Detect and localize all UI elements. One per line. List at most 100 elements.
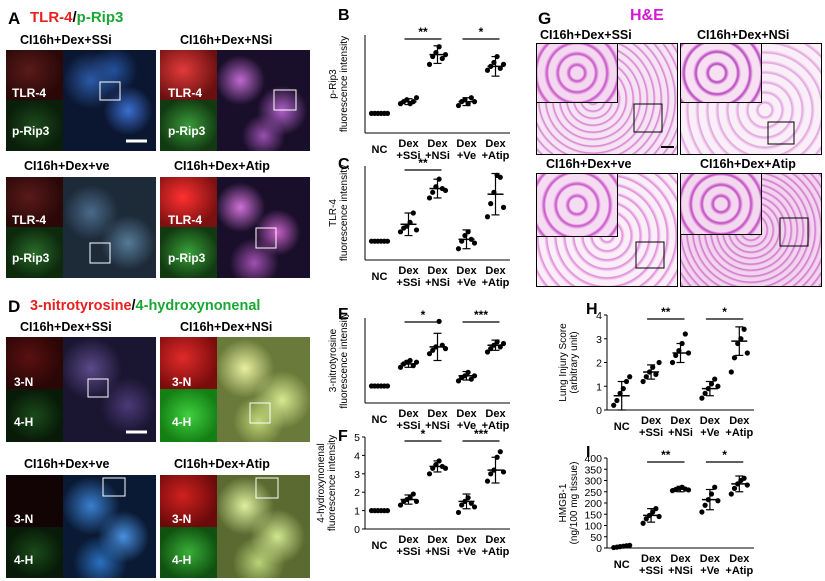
chart-h-data-point <box>699 395 705 401</box>
panel-a-condition-4: CI16h+Dex+Atip <box>174 159 270 173</box>
chart-c-category-label: +SSi <box>396 277 420 289</box>
chart-b-data-point <box>488 63 494 69</box>
chart-h-data-point <box>611 402 617 408</box>
chart-f-category-label: +Atip <box>482 546 510 558</box>
chart-i-data-point <box>731 485 738 491</box>
zoom-box <box>635 241 665 269</box>
chart-e-category-label: +Ve <box>457 420 476 432</box>
chart-h-data-point <box>673 352 679 358</box>
chart-h-y-axis-label: Lung Injury Score <box>558 323 569 402</box>
chart-i-data-point <box>643 516 649 522</box>
micro-green-channel <box>6 389 63 442</box>
chart-f-data-point <box>397 502 404 508</box>
chart-i-y-tick-label: 350 <box>584 464 602 476</box>
chart-e-data-point <box>384 383 391 389</box>
chart-e-data-point <box>468 376 474 382</box>
chart-f-data-point <box>484 478 491 484</box>
chart-h-y-axis-label: (arbitrary unit) <box>569 331 580 393</box>
chart-b-data-point <box>494 53 500 60</box>
chart-f-data-point <box>491 467 497 473</box>
chart-b-data-point <box>455 102 462 109</box>
chart-f-significance-label: * <box>421 427 426 441</box>
micro-green-channel <box>160 527 217 578</box>
chart-c-data-point <box>455 246 462 252</box>
chart-h-data-point <box>685 350 692 356</box>
chart-b-data-point <box>462 97 468 103</box>
channel-label-bottom: 4-H <box>14 415 34 429</box>
chart-b-significance-label: * <box>479 25 484 39</box>
channel-label-top: 3-N <box>172 512 192 526</box>
chart-i-data-point <box>685 487 692 493</box>
chart-b-category-label: Dex <box>398 138 419 150</box>
chart-e-data-point <box>433 344 439 350</box>
chart-c-y-axis-label: fluorescence intensity <box>339 165 350 261</box>
chart-f-significance-label: *** <box>474 427 488 441</box>
channel-label-top: 3-N <box>14 512 34 526</box>
chart-f-y-tick-label: 3 <box>354 469 360 481</box>
chart-e-data-point <box>491 342 497 348</box>
chart-e-data-point <box>442 346 449 352</box>
chart-e-category-label: +Atip <box>482 420 510 432</box>
chart-i-y-tick-label: 250 <box>584 487 602 499</box>
chart-h-data-point <box>738 336 744 342</box>
chart-b-data-point <box>491 59 497 66</box>
channel-label-top: 3-N <box>14 375 34 389</box>
he-inset <box>680 173 762 235</box>
chart-f-data-point <box>471 504 478 510</box>
panel-g-title: H&E <box>630 7 664 24</box>
chart-b-data-point <box>468 95 474 101</box>
chart-h-category-label: +SSi <box>639 427 663 439</box>
chart-f-data-point <box>465 495 471 501</box>
panel-a-condition-2: CI16h+Dex+NSi <box>180 33 273 47</box>
chart-h-y-tick-label: 4 <box>596 310 602 322</box>
micro-merged-image <box>63 337 156 442</box>
chart-b-data-point <box>471 99 478 105</box>
channel-label-bottom: 4-H <box>14 553 34 567</box>
chart-b-data-point <box>384 110 391 116</box>
chart-e-data-point <box>439 342 445 348</box>
chart-i-data-point <box>656 513 662 520</box>
chart-e-data-point <box>471 373 478 379</box>
chart-i-data-point <box>715 498 721 504</box>
chart-f-data-point <box>455 509 462 516</box>
channel-label-top: TLR-4 <box>12 213 46 227</box>
chart-f-data-point <box>459 502 465 508</box>
chart-e-significance-label: *** <box>474 308 488 322</box>
chart-f-y-tick-label: 4 <box>354 450 360 462</box>
panel-d-title-sep: / <box>131 298 136 314</box>
chart-b-data-point <box>436 44 442 50</box>
chart-c-letter: C <box>338 156 350 173</box>
chart-e-data-point <box>500 340 507 347</box>
chart-c-data-point <box>404 223 410 229</box>
chart-i-y-tick-label: 150 <box>584 509 602 521</box>
chart-e-data-point <box>410 363 416 369</box>
chart-c-category-label: Dex <box>485 265 506 277</box>
chart-h-data-point <box>744 350 750 356</box>
chart-h-data-point <box>708 381 715 387</box>
chart-h-data-point <box>653 371 659 377</box>
chart-b-data-point <box>500 61 507 67</box>
micro-red-channel <box>6 177 63 227</box>
chart-i-y-tick-label: 100 <box>584 521 602 533</box>
micro-green-channel <box>6 227 63 278</box>
chart-c-category-label: Dex <box>456 265 477 277</box>
chart-f-y-tick-label: 0 <box>354 524 360 536</box>
chart-i-data-point <box>735 481 741 487</box>
chart-h-data-point <box>682 331 688 337</box>
channel-label-bottom: p-Rip3 <box>12 251 50 265</box>
chart-i-category-label: +Ve <box>700 565 719 577</box>
panel-d-title-red: 3-nitrotyrosine <box>30 298 132 314</box>
chart-i-data-point <box>627 542 633 548</box>
chart-c-data-point <box>433 184 439 190</box>
chart-h-y-tick-label: 2 <box>596 358 602 370</box>
channel-label-top: TLR-4 <box>12 86 46 100</box>
chart-c-data-point <box>442 187 449 194</box>
chart-f-data-point <box>462 498 468 504</box>
chart-c-data-point <box>491 189 497 195</box>
micro-green-channel <box>6 527 63 578</box>
chart-i-category-label: Dex <box>670 553 691 565</box>
chart-i-category-label: Dex <box>700 553 721 565</box>
